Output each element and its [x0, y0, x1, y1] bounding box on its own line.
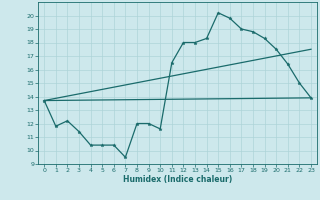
X-axis label: Humidex (Indice chaleur): Humidex (Indice chaleur): [123, 175, 232, 184]
